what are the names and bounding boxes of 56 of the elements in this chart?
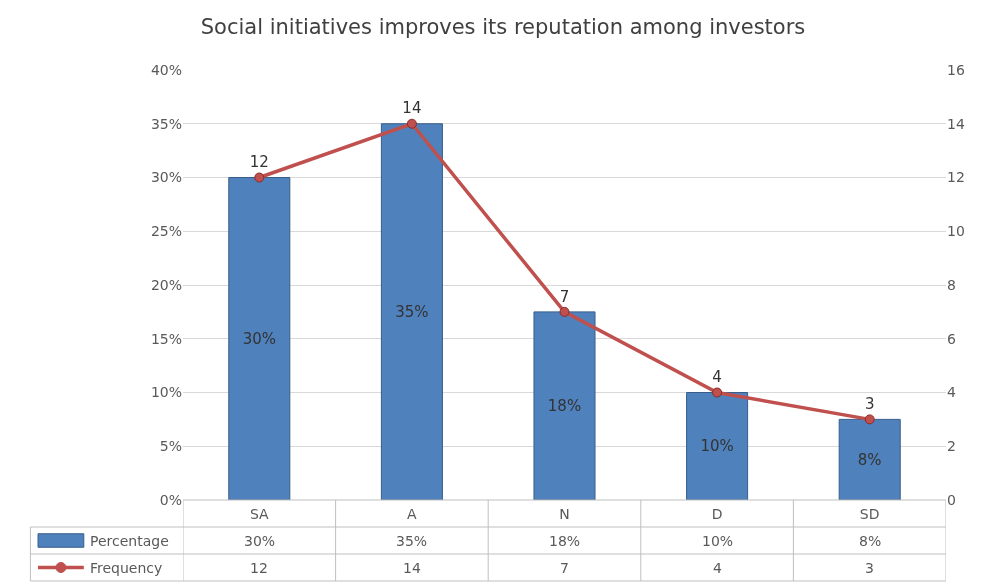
- y2-tick-label: 14: [947, 115, 965, 132]
- data-label: 4: [713, 560, 722, 576]
- y-tick-label: 10%: [150, 384, 182, 401]
- chart-title: Social initiatives improves its reputation among investors: [200, 14, 806, 39]
- text: 7: [559, 287, 570, 306]
- x-tick-label: D: [711, 506, 723, 522]
- data-label: 35%: [396, 533, 428, 549]
- text: 4: [712, 368, 722, 387]
- data-label: 30%: [244, 533, 276, 549]
- y2-tick-label: 12: [947, 169, 965, 186]
- point: [559, 306, 570, 317]
- point: [712, 387, 723, 398]
- legend-label: Percentage: [90, 533, 169, 549]
- bar: [686, 392, 749, 500]
- x-tick-label: SA: [249, 506, 270, 522]
- y2-tick-label: 6: [947, 330, 956, 347]
- text: 8%: [857, 450, 882, 469]
- x-tick-label: N: [559, 506, 570, 522]
- data-label: 3: [865, 560, 874, 576]
- text: 3: [864, 395, 875, 414]
- y-tick-label: 35%: [150, 115, 182, 132]
- legend-label: Frequency: [90, 560, 163, 576]
- y2-tick-label: 10: [947, 223, 965, 240]
- y-tick-label: 25%: [150, 223, 182, 240]
- data-label: 10%: [702, 533, 734, 549]
- y2-tick-label: 0: [947, 491, 956, 508]
- bar: [228, 177, 291, 500]
- text: 14: [402, 99, 422, 118]
- y-tick-label: 20%: [150, 276, 182, 293]
- bar: [533, 311, 596, 500]
- x-tick-label: SD: [859, 506, 880, 522]
- data-label: 18%: [549, 533, 581, 549]
- bar: [838, 418, 901, 500]
- point: [254, 172, 265, 183]
- bar: [380, 123, 443, 500]
- y-tick-label: 30%: [150, 169, 182, 186]
- text: 12: [249, 153, 269, 172]
- data-label: 12: [250, 560, 268, 576]
- text: 10%: [700, 437, 734, 456]
- y-tick-label: 40%: [150, 61, 182, 78]
- y2-tick-label: 16: [947, 61, 965, 78]
- y-tick-label: 5%: [159, 438, 182, 455]
- text: 35%: [395, 302, 429, 321]
- data-label: 7: [560, 560, 569, 576]
- text: 18%: [547, 396, 582, 415]
- point: [406, 118, 417, 129]
- data-label: 8%: [859, 533, 882, 549]
- y2-tick-label: 2: [947, 438, 956, 455]
- point: [864, 414, 875, 425]
- y2-tick-label: 8: [947, 276, 956, 293]
- text: 30%: [242, 329, 276, 348]
- y2-tick-label: 4: [947, 384, 956, 401]
- x-tick-label: A: [407, 506, 418, 522]
- data-label: 14: [403, 560, 421, 576]
- y-tick-label: 15%: [150, 330, 182, 347]
- y-tick-label: 0%: [159, 491, 182, 508]
